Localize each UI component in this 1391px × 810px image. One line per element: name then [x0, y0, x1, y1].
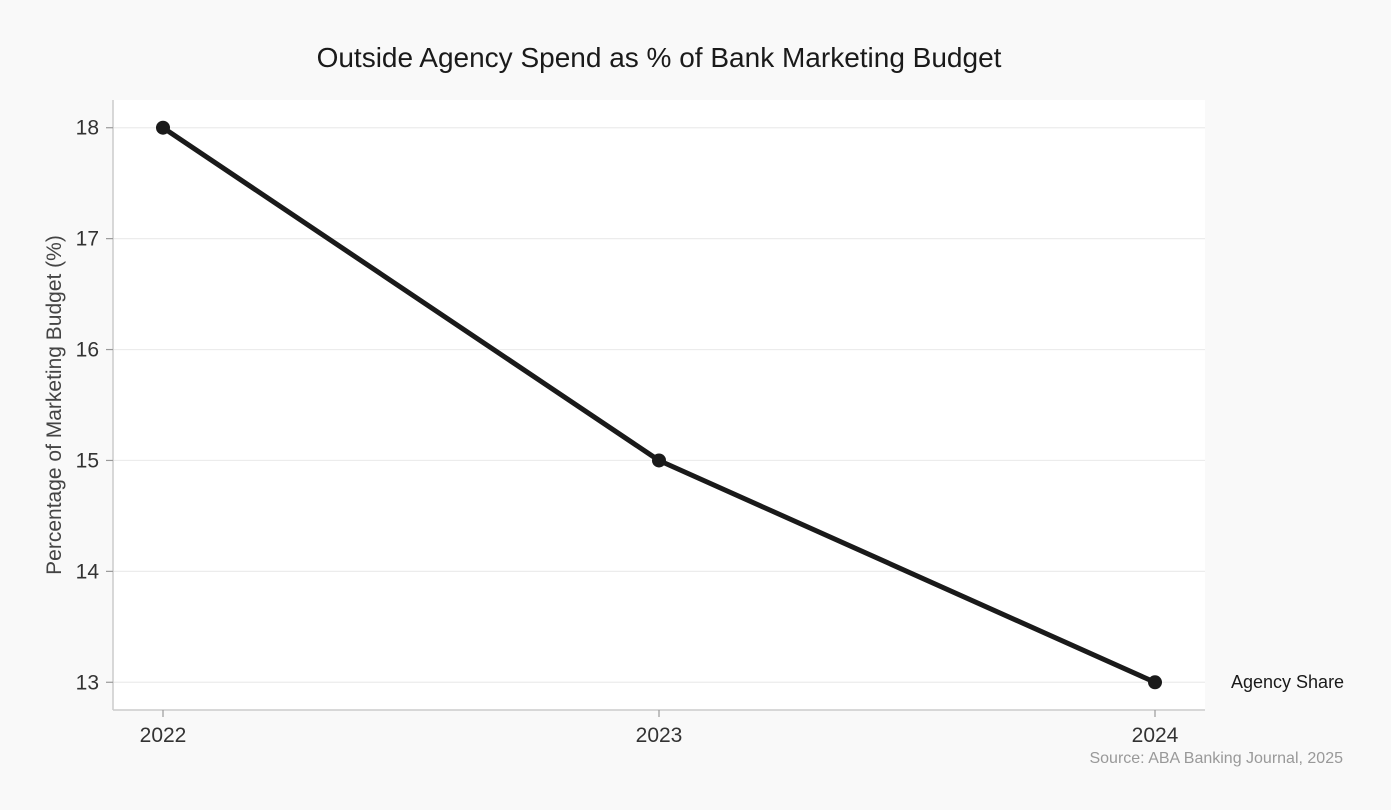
x-axis-ticks: 2022 2023 2024: [140, 710, 1179, 747]
y-axis-label: Percentage of Marketing Budget (%): [43, 235, 66, 575]
y-tick-label: 18: [76, 117, 99, 140]
data-point: [1148, 675, 1162, 690]
source-note: Source: ABA Banking Journal, 2025: [1089, 750, 1343, 767]
x-tick-label: 2023: [636, 724, 683, 747]
y-axis-ticks: 13 14 15 16 17 18: [76, 117, 113, 694]
y-tick-label: 16: [76, 339, 99, 362]
series-label-agency-share: Agency Share: [1231, 672, 1344, 692]
x-tick-label: 2024: [1132, 724, 1179, 747]
plot-background: [113, 100, 1205, 710]
y-tick-label: 15: [76, 449, 99, 472]
data-point: [156, 120, 170, 135]
data-point: [652, 453, 666, 468]
series-layer: [156, 120, 1162, 690]
y-tick-label: 13: [76, 671, 99, 694]
x-tick-label: 2022: [140, 724, 187, 747]
y-tick-label: 17: [76, 228, 99, 251]
chart-title: Outside Agency Spend as % of Bank Market…: [317, 42, 1002, 73]
y-tick-label: 14: [76, 560, 100, 583]
